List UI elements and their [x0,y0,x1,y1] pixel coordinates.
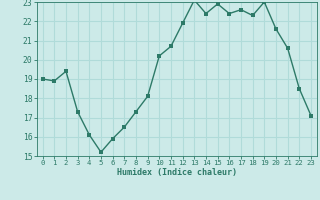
X-axis label: Humidex (Indice chaleur): Humidex (Indice chaleur) [117,168,237,177]
